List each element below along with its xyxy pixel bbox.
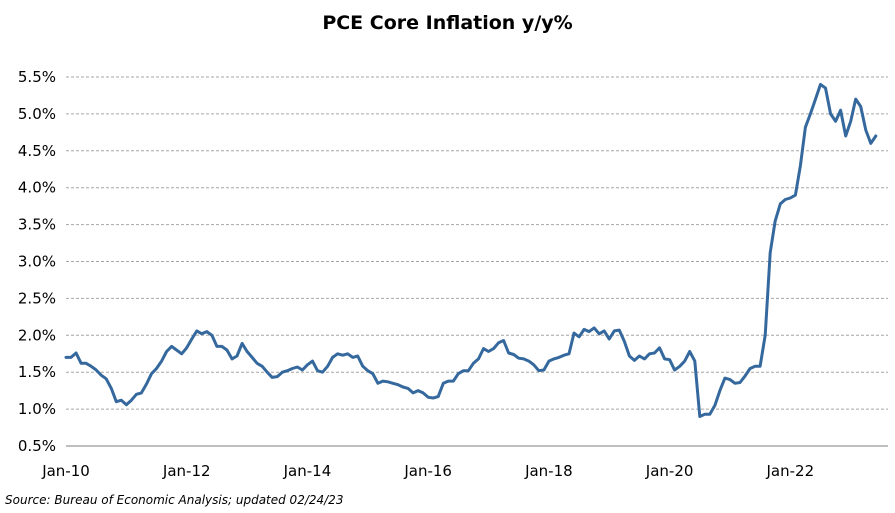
x-tick-label: Jan-20: [645, 462, 694, 480]
y-tick-label: 2.0%: [18, 326, 56, 344]
chart-title: PCE Core Inflation y/y%: [322, 12, 573, 34]
x-tick-label: Jan-14: [283, 462, 332, 480]
y-tick-label: 5.5%: [18, 68, 56, 86]
y-tick-label: 1.0%: [18, 400, 56, 418]
y-tick-label: 4.0%: [18, 179, 56, 197]
source-note: Source: Bureau of Economic Analysis; upd…: [5, 493, 344, 507]
x-tick-label: Jan-22: [766, 462, 815, 480]
series-line-pce-core: [64, 82, 878, 418]
x-tick-label: Jan-18: [524, 462, 573, 480]
x-tick-label: Jan-16: [403, 462, 452, 480]
gridlines: [66, 76, 888, 447]
y-tick-label: 2.5%: [18, 289, 56, 307]
x-tick-label: Jan-12: [162, 462, 211, 480]
series-group: [64, 82, 878, 418]
y-tick-label: 3.0%: [18, 253, 56, 271]
y-tick-label: 3.5%: [18, 216, 56, 234]
y-axis-ticks: 0.5% 1.0% 1.5% 2.0% 2.5% 3.0% 3.5% 4.0% 4.5% 5.0%…: [18, 68, 56, 455]
x-axis-ticks: Jan-10 Jan-12 Jan-14 Jan-16 Jan-18 Jan-20 Jan-…: [41, 462, 814, 480]
y-tick-label: 1.5%: [18, 363, 56, 381]
y-tick-label: 4.5%: [18, 142, 56, 160]
x-tick-label: Jan-10: [41, 462, 90, 480]
y-tick-label: 0.5%: [18, 437, 56, 455]
y-tick-label: 5.0%: [18, 105, 56, 123]
